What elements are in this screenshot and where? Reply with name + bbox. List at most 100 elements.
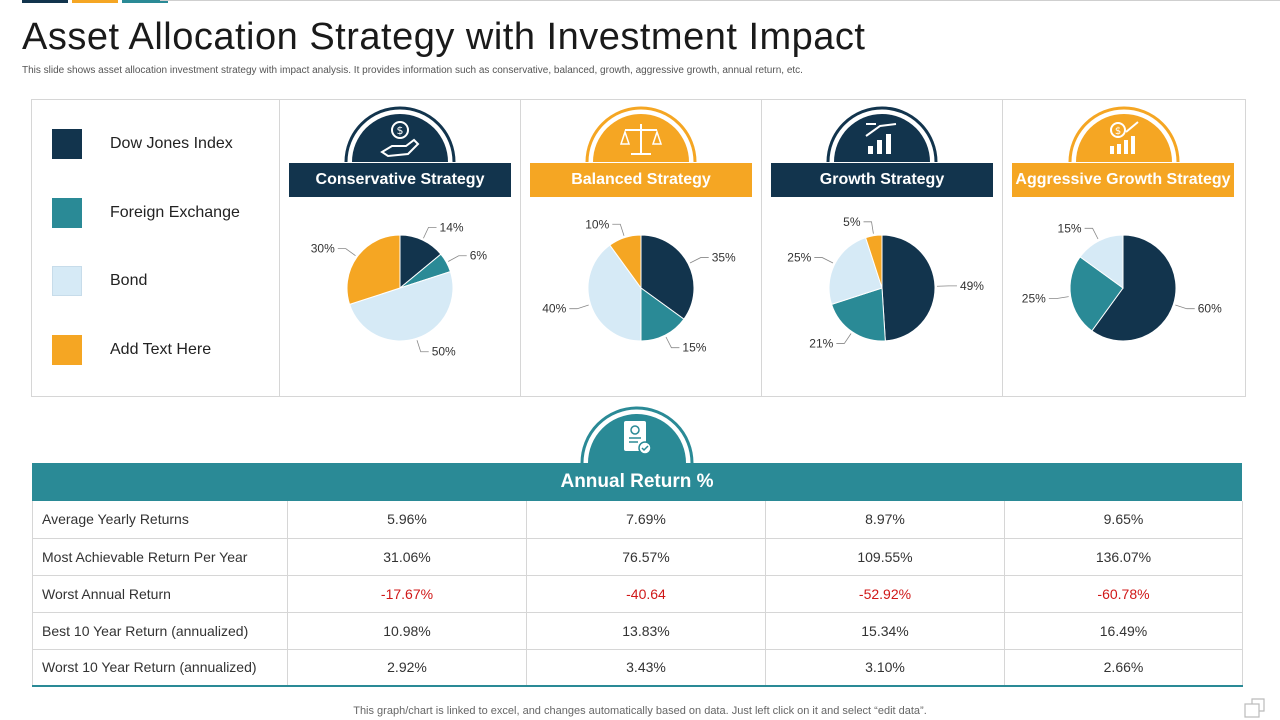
leader-line: [1084, 227, 1099, 240]
table-cell: 16.49%: [1004, 612, 1243, 650]
table-cell: -40.64: [526, 575, 766, 613]
legend-swatch: [52, 129, 82, 159]
pie-data-label: 50%: [432, 345, 456, 359]
money-growth-icon: $: [1068, 106, 1179, 162]
strategy-column-balanced: Balanced Strategy 35% 15% 40% 10%: [521, 100, 762, 396]
strategy-column-aggressive: $ Aggressive Growth Strategy 60% 25% 15%: [1003, 100, 1244, 396]
row-label: Worst Annual Return: [32, 575, 288, 613]
row-label: Most Achievable Return Per Year: [32, 538, 288, 576]
legend-item: Dow Jones Index: [52, 129, 233, 159]
legend-swatch: [52, 198, 82, 228]
pie-slice: [348, 270, 454, 342]
leader-line: [814, 257, 834, 264]
table-cell: 8.97%: [765, 501, 1005, 539]
leader-line: [337, 248, 356, 256]
returns-table: Average Yearly Returns 5.96% 7.69% 8.97% 9.6…: [32, 501, 1243, 687]
annual-return-table: Annual Return % Average Yearly Returns 5.…: [32, 463, 1243, 687]
legend-label: Foreign Exchange: [110, 204, 240, 221]
pie-data-label: 49%: [960, 279, 984, 293]
leader-line: [1048, 296, 1069, 299]
leader-line: [836, 333, 852, 344]
legend-label: Add Text Here: [110, 341, 212, 358]
leader-line: [665, 336, 680, 349]
legend-item: Bond: [52, 266, 147, 296]
legend-item: Add Text Here: [52, 335, 211, 365]
accent-bar-navy: [22, 0, 68, 3]
pie-data-label: 6%: [470, 249, 488, 263]
table-cell: -17.67%: [287, 575, 527, 613]
table-cell: 136.07%: [1004, 538, 1243, 576]
legend-swatch: [52, 266, 82, 296]
pie-data-label: 15%: [682, 341, 706, 355]
leader-line: [1175, 304, 1195, 310]
pie-slice: [864, 234, 883, 289]
pie-data-label: 25%: [1022, 291, 1046, 305]
table-cell: -60.78%: [1004, 575, 1243, 613]
pie-data-label: 21%: [809, 336, 833, 350]
dollar-hand-icon: $: [344, 106, 456, 162]
pie-slice: [1091, 234, 1177, 342]
row-label: Worst 10 Year Return (annualized): [32, 649, 288, 687]
legend-swatch: [52, 335, 82, 365]
table-cell: 10.98%: [287, 612, 527, 650]
strategy-column-conservative: $ Conservative Strategy 14% 6% 50% 30%: [280, 100, 521, 396]
table-cell: -52.92%: [765, 575, 1005, 613]
accent-bar-teal: [122, 0, 168, 3]
pie-slice: [830, 287, 886, 342]
pie-chart-conservative: 14% 6% 50% 30%: [311, 220, 488, 359]
pie-slice: [1069, 256, 1124, 332]
table-cell: 9.65%: [1004, 501, 1243, 539]
table-row: Average Yearly Returns 5.96% 7.69% 8.97% 9.6…: [32, 501, 1243, 539]
strategy-panel: Dow Jones Index Foreign Exchange Bond Ad…: [31, 99, 1246, 397]
legend-label: Bond: [110, 272, 148, 289]
table-cell: 31.06%: [287, 538, 527, 576]
pie-slice: [587, 244, 642, 342]
top-divider: [160, 0, 1280, 1]
pie-slice: [640, 234, 695, 320]
table-row: Worst Annual Return -17.67% -40.64 -52.92% -…: [32, 575, 1243, 613]
table-row: Worst 10 Year Return (annualized) 2.92% 3.…: [32, 649, 1243, 687]
strategy-column-growth: Growth Strategy 49% 21% 25% 5%: [762, 100, 1003, 396]
leader-line: [569, 304, 589, 310]
pie-chart-growth: 49% 21% 25% 5%: [787, 215, 984, 351]
strategy-title: Aggressive Growth Strategy: [1012, 163, 1234, 197]
leader-line: [448, 255, 467, 262]
row-label: Average Yearly Returns: [32, 501, 288, 539]
table-cell: 109.55%: [765, 538, 1005, 576]
top-accent-bars: [22, 0, 168, 3]
footer-note: This graph/chart is linked to excel, and…: [353, 705, 927, 717]
pie-data-label: 30%: [311, 242, 335, 256]
strategy-title: Balanced Strategy: [530, 163, 752, 197]
pie-slice: [1079, 234, 1124, 289]
pie-chart-balanced: 35% 15% 40% 10%: [542, 217, 736, 355]
slide-subtitle: This slide shows asset allocation invest…: [22, 65, 803, 76]
growth-chart-icon: [826, 106, 938, 162]
pie-slice: [346, 234, 401, 306]
accent-bar-orange: [72, 0, 118, 3]
pie-chart-aggressive: 60% 25% 15%: [1022, 221, 1222, 342]
table-header: Annual Return %: [32, 463, 1242, 501]
document-check-icon: [580, 406, 694, 463]
pie-slice: [828, 236, 883, 306]
table-cell: 7.69%: [526, 501, 766, 539]
leader-line: [689, 257, 709, 264]
table-cell: 3.10%: [765, 649, 1005, 687]
strategy-title: Conservative Strategy: [289, 163, 511, 197]
pie-data-label: 14%: [440, 220, 464, 234]
leader-line: [612, 223, 625, 236]
table-cell: 5.96%: [287, 501, 527, 539]
table-cell: 2.92%: [287, 649, 527, 687]
table-row: Best 10 Year Return (annualized) 10.98% 13…: [32, 612, 1243, 650]
pie-slice: [640, 287, 685, 342]
table-row: Most Achievable Return Per Year 31.06% 76.…: [32, 538, 1243, 576]
leader-line: [863, 221, 874, 234]
legend-item: Foreign Exchange: [52, 198, 240, 228]
pie-slice: [881, 234, 936, 342]
table-cell: 13.83%: [526, 612, 766, 650]
pie-data-label: 5%: [843, 215, 861, 229]
leader-line: [416, 340, 429, 353]
pie-data-label: 40%: [542, 302, 566, 316]
leader-line: [423, 226, 437, 239]
pie-slice: [609, 234, 642, 290]
svg-text:$: $: [1114, 126, 1120, 137]
